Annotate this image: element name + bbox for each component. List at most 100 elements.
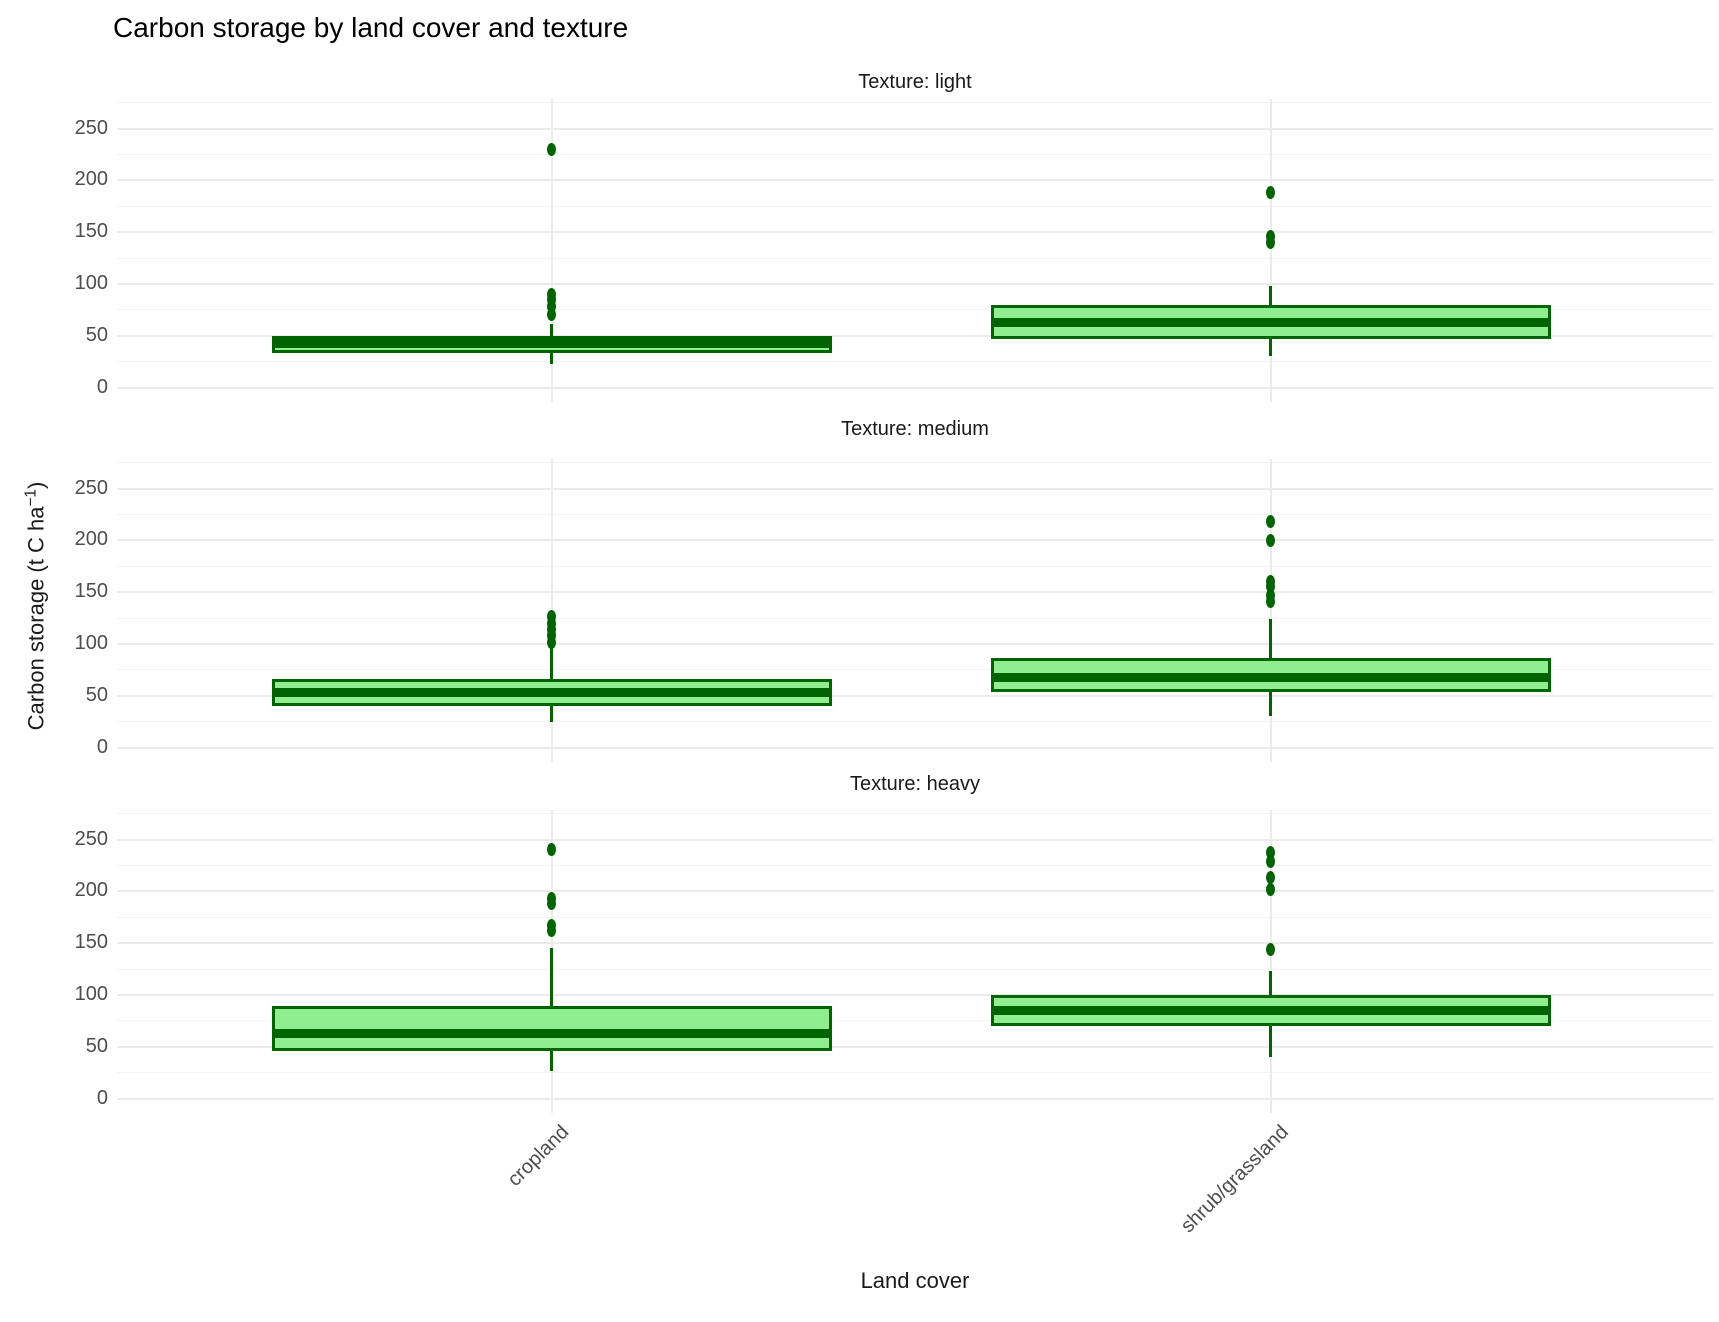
outlier-point bbox=[1266, 235, 1276, 249]
chart-title: Carbon storage by land cover and texture bbox=[113, 12, 629, 43]
outlier-point bbox=[547, 843, 557, 857]
y-axis-title-text: Carbon storage (t C ha bbox=[23, 506, 49, 731]
outlier-point bbox=[547, 924, 557, 938]
y-gridline-minor bbox=[117, 617, 1713, 619]
y-gridline-minor bbox=[117, 1072, 1713, 1074]
y-tick-label: 250 bbox=[74, 476, 108, 499]
boxplot-whisker-upper bbox=[1269, 285, 1273, 305]
y-gridline-major bbox=[117, 694, 1713, 697]
y-gridline-major bbox=[117, 993, 1713, 996]
boxplot-whisker-lower bbox=[1269, 691, 1273, 717]
y-tick-label: 100 bbox=[74, 982, 108, 1005]
outlier-point bbox=[1266, 882, 1276, 896]
y-tick-label: 0 bbox=[96, 1086, 108, 1109]
outlier-point bbox=[1266, 533, 1276, 547]
y-gridline-major bbox=[117, 487, 1713, 490]
outlier-point bbox=[1266, 942, 1276, 956]
y-tick-label: 100 bbox=[74, 271, 108, 294]
y-tick-label: 200 bbox=[74, 528, 108, 551]
y-gridline-minor bbox=[117, 1020, 1713, 1022]
y-gridline-minor bbox=[117, 153, 1713, 155]
boxplot-median bbox=[990, 1005, 1551, 1015]
y-gridline-major bbox=[117, 746, 1713, 749]
y-tick-label: 150 bbox=[74, 931, 108, 954]
boxplot-median bbox=[271, 339, 832, 349]
y-tick-label: 0 bbox=[96, 735, 108, 758]
y-axis-title: Carbon storage (t C ha−1) bbox=[22, 482, 49, 731]
x-axis-title: Land cover bbox=[860, 1268, 970, 1293]
outlier-point bbox=[547, 292, 557, 306]
boxplot-whisker-lower bbox=[550, 1050, 554, 1071]
boxplot-whisker-lower bbox=[1269, 1025, 1273, 1058]
boxplot-whisker-upper bbox=[550, 647, 554, 680]
boxplot-whisker-lower bbox=[550, 706, 554, 722]
boxplot-median bbox=[271, 688, 832, 698]
y-gridline-major bbox=[117, 127, 1713, 130]
y-gridline-major bbox=[117, 1097, 1713, 1100]
y-tick-label: 200 bbox=[74, 879, 108, 902]
x-tick-label: cropland bbox=[503, 1121, 574, 1191]
boxplot-whisker-upper bbox=[550, 948, 554, 1007]
x-gridline bbox=[1269, 99, 1272, 402]
boxplot-whisker-upper bbox=[550, 324, 554, 336]
boxplot-whisker-upper bbox=[1269, 619, 1273, 659]
y-gridline-major bbox=[117, 942, 1713, 945]
y-tick-label: 250 bbox=[74, 827, 108, 850]
y-gridline-major bbox=[117, 642, 1713, 645]
outlier-point bbox=[547, 897, 557, 911]
y-axis-title-close: ) bbox=[23, 481, 49, 489]
facet-strip-label: Texture: heavy bbox=[849, 773, 981, 795]
y-gridline-minor bbox=[117, 361, 1713, 363]
y-tick-label: 0 bbox=[96, 375, 108, 398]
y-tick-label: 50 bbox=[85, 683, 108, 706]
y-tick-label: 50 bbox=[85, 1034, 108, 1057]
boxplot-median bbox=[990, 317, 1551, 327]
outlier-point bbox=[547, 300, 557, 314]
y-gridline-major bbox=[117, 1045, 1713, 1048]
y-gridline-minor bbox=[117, 916, 1713, 918]
y-gridline-minor bbox=[117, 721, 1713, 723]
y-axis-title-superscript: −1 bbox=[22, 488, 40, 507]
boxplot-whisker-lower bbox=[550, 353, 554, 364]
outlier-point bbox=[1266, 186, 1276, 200]
y-tick-label: 100 bbox=[74, 631, 108, 654]
y-gridline-minor bbox=[117, 565, 1713, 567]
facet-strip-label: Texture: medium bbox=[841, 418, 989, 440]
y-gridline-minor bbox=[117, 205, 1713, 207]
y-gridline-major bbox=[117, 231, 1713, 234]
outlier-point bbox=[1266, 580, 1276, 594]
boxplot-whisker-upper bbox=[1269, 971, 1273, 995]
boxplot-whisker-lower bbox=[1269, 338, 1273, 357]
outlier-point bbox=[547, 636, 557, 650]
x-gridline bbox=[1269, 459, 1272, 762]
facet-strip-label: Texture: light bbox=[858, 71, 972, 93]
boxplot-box bbox=[271, 1006, 832, 1051]
y-gridline-minor bbox=[117, 669, 1713, 671]
x-gridline bbox=[550, 99, 553, 402]
y-gridline-major bbox=[117, 282, 1713, 285]
outlier-point bbox=[547, 629, 557, 643]
y-gridline-major bbox=[117, 334, 1713, 337]
y-gridline-major bbox=[117, 838, 1713, 841]
y-gridline-minor bbox=[117, 257, 1713, 259]
y-gridline-minor bbox=[117, 813, 1713, 815]
outlier-point bbox=[1266, 515, 1276, 529]
y-tick-label: 200 bbox=[74, 168, 108, 191]
outlier-point bbox=[1266, 854, 1276, 868]
outlier-point bbox=[1266, 846, 1276, 860]
y-gridline-major bbox=[117, 386, 1713, 389]
x-gridline bbox=[1269, 810, 1272, 1113]
x-tick-label: shrub/grassland bbox=[1176, 1121, 1293, 1238]
y-tick-label: 150 bbox=[74, 220, 108, 243]
y-gridline-major bbox=[117, 179, 1713, 182]
y-tick-label: 150 bbox=[74, 580, 108, 603]
outlier-point bbox=[547, 308, 557, 322]
y-gridline-minor bbox=[117, 462, 1713, 464]
y-tick-label: 50 bbox=[85, 323, 108, 346]
boxplot-median bbox=[990, 672, 1551, 682]
y-tick-label: 250 bbox=[74, 116, 108, 139]
outlier-point bbox=[1266, 594, 1276, 608]
y-gridline-major bbox=[117, 890, 1713, 893]
